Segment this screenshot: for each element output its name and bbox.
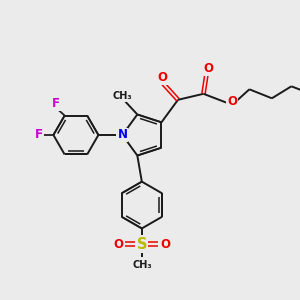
- Text: N: N: [117, 128, 128, 142]
- Text: O: O: [227, 95, 237, 108]
- Text: S: S: [136, 236, 147, 251]
- Text: O: O: [160, 238, 170, 250]
- Text: CH₃: CH₃: [132, 260, 152, 270]
- Text: F: F: [52, 97, 60, 110]
- Text: CH₃: CH₃: [112, 92, 132, 101]
- Text: O: O: [158, 71, 167, 84]
- Text: O: O: [203, 62, 213, 75]
- Text: O: O: [114, 238, 124, 250]
- Text: F: F: [35, 128, 43, 142]
